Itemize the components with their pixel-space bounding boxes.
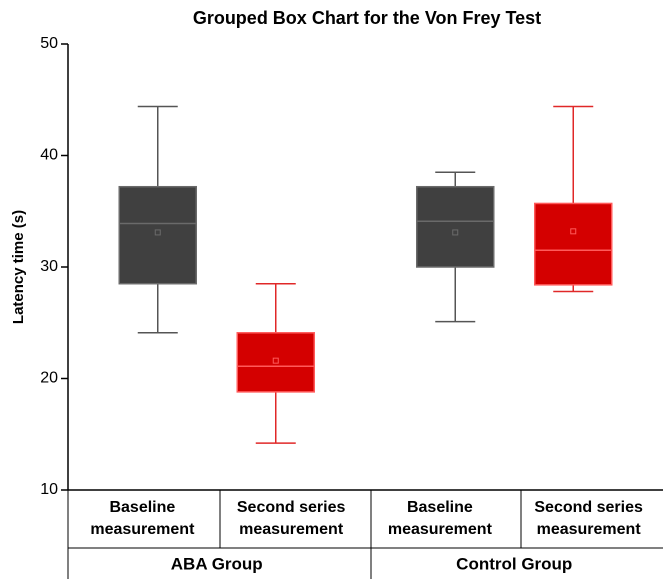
- chart-title: Grouped Box Chart for the Von Frey Test: [193, 8, 541, 28]
- mean-marker: [154, 229, 161, 236]
- y-tick-label: 10: [40, 481, 58, 498]
- mean-marker: [272, 357, 279, 364]
- x-tick-label: Baseline: [109, 499, 175, 516]
- x-tick-label: measurement: [388, 521, 493, 538]
- box: [534, 202, 613, 286]
- y-axis-label: Latency time (s): [10, 210, 27, 324]
- x-tick-label: measurement: [90, 521, 195, 538]
- box: [416, 185, 495, 268]
- x-tick-label: measurement: [239, 521, 344, 538]
- group-label: ABA Group: [171, 554, 263, 573]
- mean-marker: [452, 229, 459, 236]
- x-tick-label: Second series: [237, 499, 346, 516]
- y-tick-label: 30: [40, 258, 58, 275]
- group-label: Control Group: [456, 554, 572, 573]
- mean-marker: [570, 228, 577, 235]
- x-tick-label: measurement: [537, 521, 642, 538]
- box: [236, 332, 315, 393]
- x-tick-label: Second series: [534, 499, 643, 516]
- y-tick-label: 50: [40, 35, 58, 52]
- y-tick-label: 20: [40, 370, 58, 387]
- x-tick-label: Baseline: [407, 499, 473, 516]
- y-tick-label: 40: [40, 147, 58, 164]
